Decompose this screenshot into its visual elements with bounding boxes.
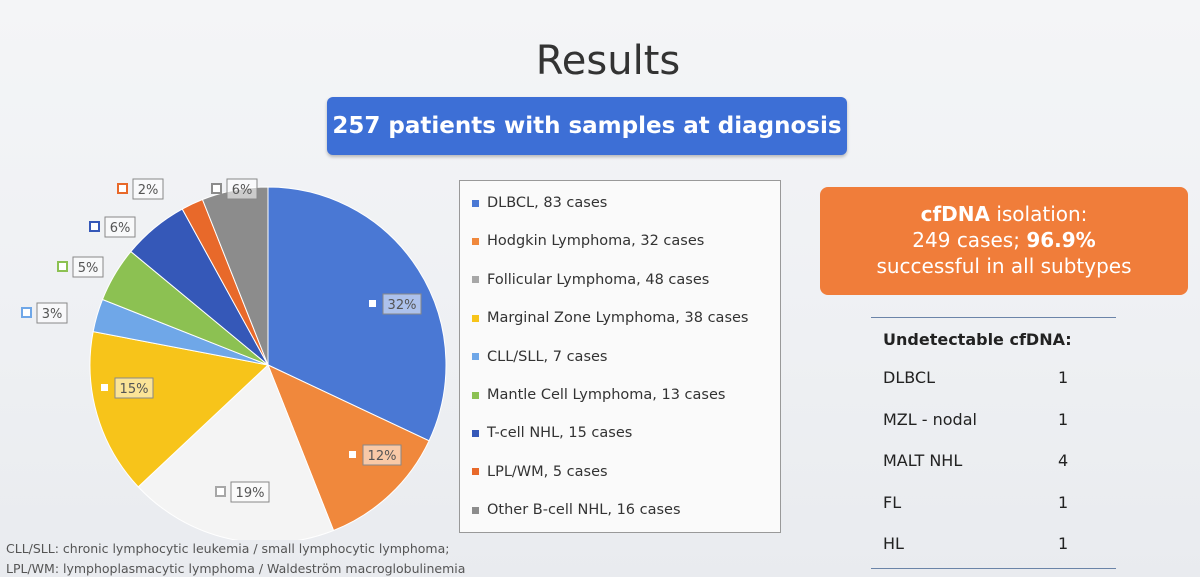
chart-legend: DLBCL, 83 cases Hodgkin Lymphoma, 32 case… [459,180,781,533]
legend-item: Marginal Zone Lymphoma, 38 cases [472,310,748,326]
table-title: Undetectable cfDNA: [883,330,1072,349]
legend-swatch [472,468,479,476]
pie-label-swatch-8 [211,183,222,194]
legend-swatch [472,353,479,361]
pie-label-swatch-2 [215,486,226,497]
table-row: MZL - nodal 1 [883,409,1068,429]
cfdna-bold: cfDNA [920,202,990,226]
pie-label-swatch-4 [21,307,32,318]
legend-item: T-cell NHL, 15 cases [472,425,632,441]
pie-label-box-8 [226,178,258,200]
table-row-label: DLBCL [883,368,936,387]
pie-slice-2 [137,364,335,540]
legend-item: Follicular Lymphoma, 48 cases [472,272,709,288]
footnote-lpl: LPL/WM: lymphoplasmacytic lymphoma / Wal… [6,561,466,576]
pie-label-box-4 [36,302,68,324]
legend-swatch [472,429,479,437]
pie-slice-1 [267,364,430,532]
pie-slice-0 [267,186,447,442]
table-row: FL 1 [883,492,1068,512]
pie-label-text-5: 5% [78,261,99,276]
pie-label-swatch-0 [367,298,378,309]
cfdna-line1: isolation: [989,202,1088,226]
pie-label-swatch-6 [89,221,100,232]
legend-swatch [472,506,479,514]
pie-label-swatch-1 [347,449,358,460]
pie-label-3: 15% [99,377,154,399]
pie-label-2: 19% [215,481,270,503]
legend-label: Mantle Cell Lymphoma, 13 cases [487,387,726,403]
pie-label-swatch-3 [99,382,110,393]
table-row-value: 1 [1058,534,1069,553]
pie-label-text-6: 6% [110,221,131,236]
pie-chart: 32% 12% 19% 15% 3% 5% 6% 2% 6% [21,178,447,540]
pie-label-text-3: 15% [120,382,149,397]
pie-label-box-2 [230,481,270,503]
legend-item: Mantle Cell Lymphoma, 13 cases [472,387,725,403]
table-row: DLBCL 1 [883,368,1068,387]
pie-label-text-4: 3% [42,307,63,322]
pie-label-1: 12% [347,444,402,466]
legend-label: CLL/SLL, 7 cases [487,348,608,365]
footnote-cll: CLL/SLL: chronic lymphocytic leukemia / … [6,541,450,556]
legend-label: Hodgkin Lymphoma, 32 cases [487,233,705,250]
cfdna-percent: 96.9% [1026,228,1096,252]
undetectable-table: Undetectable cfDNA: [871,317,1116,349]
legend-item: LPL/WM, 5 cases [472,464,608,480]
pie-label-8: 6% [211,178,258,200]
legend-item: Hodgkin Lymphoma, 32 cases [472,233,704,249]
cfdna-cases: 249 cases; [912,228,1027,252]
table-row-label: MALT NHL [883,451,963,470]
cfdna-isolation-box: cfDNA isolation: 249 cases; 96.9% succes… [820,187,1188,295]
legend-swatch [472,237,479,245]
pie-label-text-2: 19% [236,486,265,501]
pie-label-text-7: 2% [138,183,159,198]
pie-label-text-8: 6% [232,183,253,198]
patients-banner: 257 patients with samples at diagnosis [327,97,847,155]
pie-label-box-7 [132,178,164,200]
legend-swatch [472,391,479,399]
legend-label: T-cell NHL, 15 cases [487,425,633,442]
legend-label: LPL/WM, 5 cases [487,463,608,480]
pie-label-6: 6% [89,216,136,238]
table-row-label: FL [883,492,902,512]
table-bottom-rule [871,568,1116,569]
pie-label-box-5 [72,256,104,278]
table-row-value: 4 [1058,451,1069,470]
pie-label-box-6 [104,216,136,238]
legend-item: DLBCL, 83 cases [472,195,607,211]
table-row-label: HL [883,534,904,553]
legend-item: Other B-cell NHL, 16 cases [472,502,681,518]
legend-label: Other B-cell NHL, 16 cases [487,502,681,519]
legend-label: DLBCL, 83 cases [487,195,608,211]
legend-swatch [472,314,479,322]
pie-slice-3 [89,331,270,488]
pie-label-box-3 [114,377,154,399]
legend-swatch [472,199,479,207]
table-row-value: 1 [1058,409,1069,429]
legend-swatch [472,276,479,284]
table-row-value: 1 [1058,492,1069,512]
table-row: MALT NHL 4 [883,451,1068,470]
pie-label-0: 32% [367,293,422,315]
table-row-label: MZL - nodal [883,409,977,429]
pie-label-text-0: 32% [388,298,417,313]
pie-label-swatch-7 [117,183,128,194]
legend-label: Marginal Zone Lymphoma, 38 cases [487,310,749,327]
slide-title: Results [535,38,681,84]
table-row: HL 1 [883,534,1068,553]
legend-label: Follicular Lymphoma, 48 cases [487,271,710,288]
pie-label-box-0 [382,293,422,315]
pie-label-box-1 [362,444,402,466]
cfdna-line3: successful in all subtypes [876,254,1132,278]
pie-label-5: 5% [57,256,104,278]
table-top-rule [871,317,1116,318]
pie-label-text-1: 12% [368,449,397,464]
pie-label-7: 2% [117,178,164,200]
table-row-value: 1 [1058,368,1069,387]
pie-label-swatch-5 [57,261,68,272]
legend-item: CLL/SLL, 7 cases [472,349,607,365]
pie-label-4: 3% [21,302,68,324]
